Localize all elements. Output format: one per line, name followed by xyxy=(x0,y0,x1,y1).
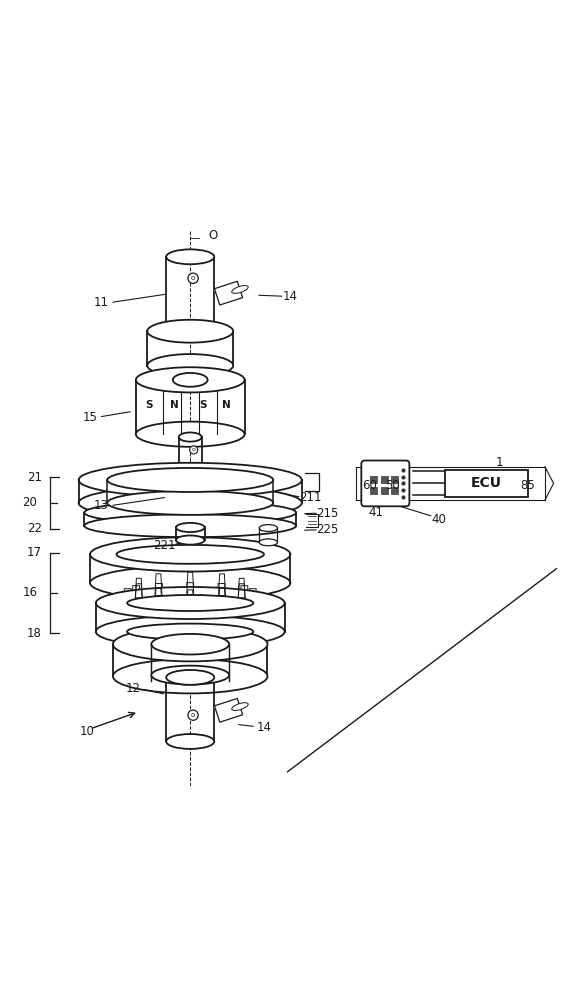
Circle shape xyxy=(188,273,198,283)
Polygon shape xyxy=(214,281,243,305)
Text: S: S xyxy=(199,400,206,410)
Text: 11: 11 xyxy=(94,296,109,309)
Text: o: o xyxy=(191,447,196,452)
Bar xyxy=(445,470,528,497)
Ellipse shape xyxy=(173,373,208,387)
Text: 14: 14 xyxy=(257,721,272,734)
Text: N: N xyxy=(222,400,231,410)
Bar xyxy=(370,476,377,483)
Ellipse shape xyxy=(136,367,244,392)
Bar xyxy=(391,476,398,483)
Ellipse shape xyxy=(79,486,302,520)
Text: 17: 17 xyxy=(27,546,42,559)
Ellipse shape xyxy=(166,249,214,264)
Ellipse shape xyxy=(96,587,285,619)
Text: 40: 40 xyxy=(432,513,447,526)
Ellipse shape xyxy=(166,321,214,336)
Text: 41: 41 xyxy=(369,506,384,519)
Bar xyxy=(370,487,377,494)
Ellipse shape xyxy=(79,463,302,497)
Ellipse shape xyxy=(232,703,248,710)
Text: S: S xyxy=(145,400,153,410)
Text: 15: 15 xyxy=(83,411,98,424)
Ellipse shape xyxy=(117,545,264,564)
Ellipse shape xyxy=(176,535,205,545)
Text: 215: 215 xyxy=(316,507,339,520)
Ellipse shape xyxy=(85,514,296,537)
Text: 50: 50 xyxy=(385,479,400,492)
Ellipse shape xyxy=(179,432,202,442)
Ellipse shape xyxy=(108,468,273,492)
Text: o: o xyxy=(191,712,195,718)
Text: 20: 20 xyxy=(22,496,37,509)
Text: 18: 18 xyxy=(27,627,42,640)
Text: 225: 225 xyxy=(316,523,339,536)
Ellipse shape xyxy=(151,666,229,685)
Ellipse shape xyxy=(179,464,202,473)
Ellipse shape xyxy=(147,320,233,343)
Ellipse shape xyxy=(113,659,267,693)
Bar xyxy=(381,476,388,483)
Ellipse shape xyxy=(232,286,248,293)
Ellipse shape xyxy=(176,523,205,532)
Ellipse shape xyxy=(259,525,278,531)
Ellipse shape xyxy=(151,634,229,654)
Text: 14: 14 xyxy=(283,290,298,303)
Ellipse shape xyxy=(166,734,214,749)
Text: 12: 12 xyxy=(125,682,140,695)
Ellipse shape xyxy=(90,566,290,600)
Ellipse shape xyxy=(108,491,273,515)
Ellipse shape xyxy=(127,624,254,640)
Polygon shape xyxy=(214,698,243,722)
Ellipse shape xyxy=(259,539,278,546)
Text: 22: 22 xyxy=(27,522,42,535)
Ellipse shape xyxy=(147,354,233,377)
Text: 211: 211 xyxy=(299,491,321,504)
Text: 221: 221 xyxy=(153,539,176,552)
Bar xyxy=(381,487,388,494)
Text: O: O xyxy=(209,229,218,242)
Ellipse shape xyxy=(166,670,214,685)
Ellipse shape xyxy=(85,501,296,524)
Ellipse shape xyxy=(90,537,290,572)
Text: 1: 1 xyxy=(496,456,503,469)
Ellipse shape xyxy=(136,422,244,447)
Circle shape xyxy=(190,446,198,454)
Text: o: o xyxy=(191,275,195,281)
Circle shape xyxy=(188,710,198,720)
Text: ECU: ECU xyxy=(471,476,502,490)
Ellipse shape xyxy=(96,616,285,648)
FancyBboxPatch shape xyxy=(361,461,409,506)
Ellipse shape xyxy=(113,627,267,661)
Text: 21: 21 xyxy=(27,471,42,484)
Text: 13: 13 xyxy=(94,499,109,512)
Bar xyxy=(391,487,398,494)
Ellipse shape xyxy=(127,595,254,611)
Text: 10: 10 xyxy=(80,725,95,738)
Text: 16: 16 xyxy=(22,586,37,599)
Text: 85: 85 xyxy=(520,479,535,492)
Text: 60: 60 xyxy=(362,479,377,492)
Text: N: N xyxy=(170,400,179,410)
